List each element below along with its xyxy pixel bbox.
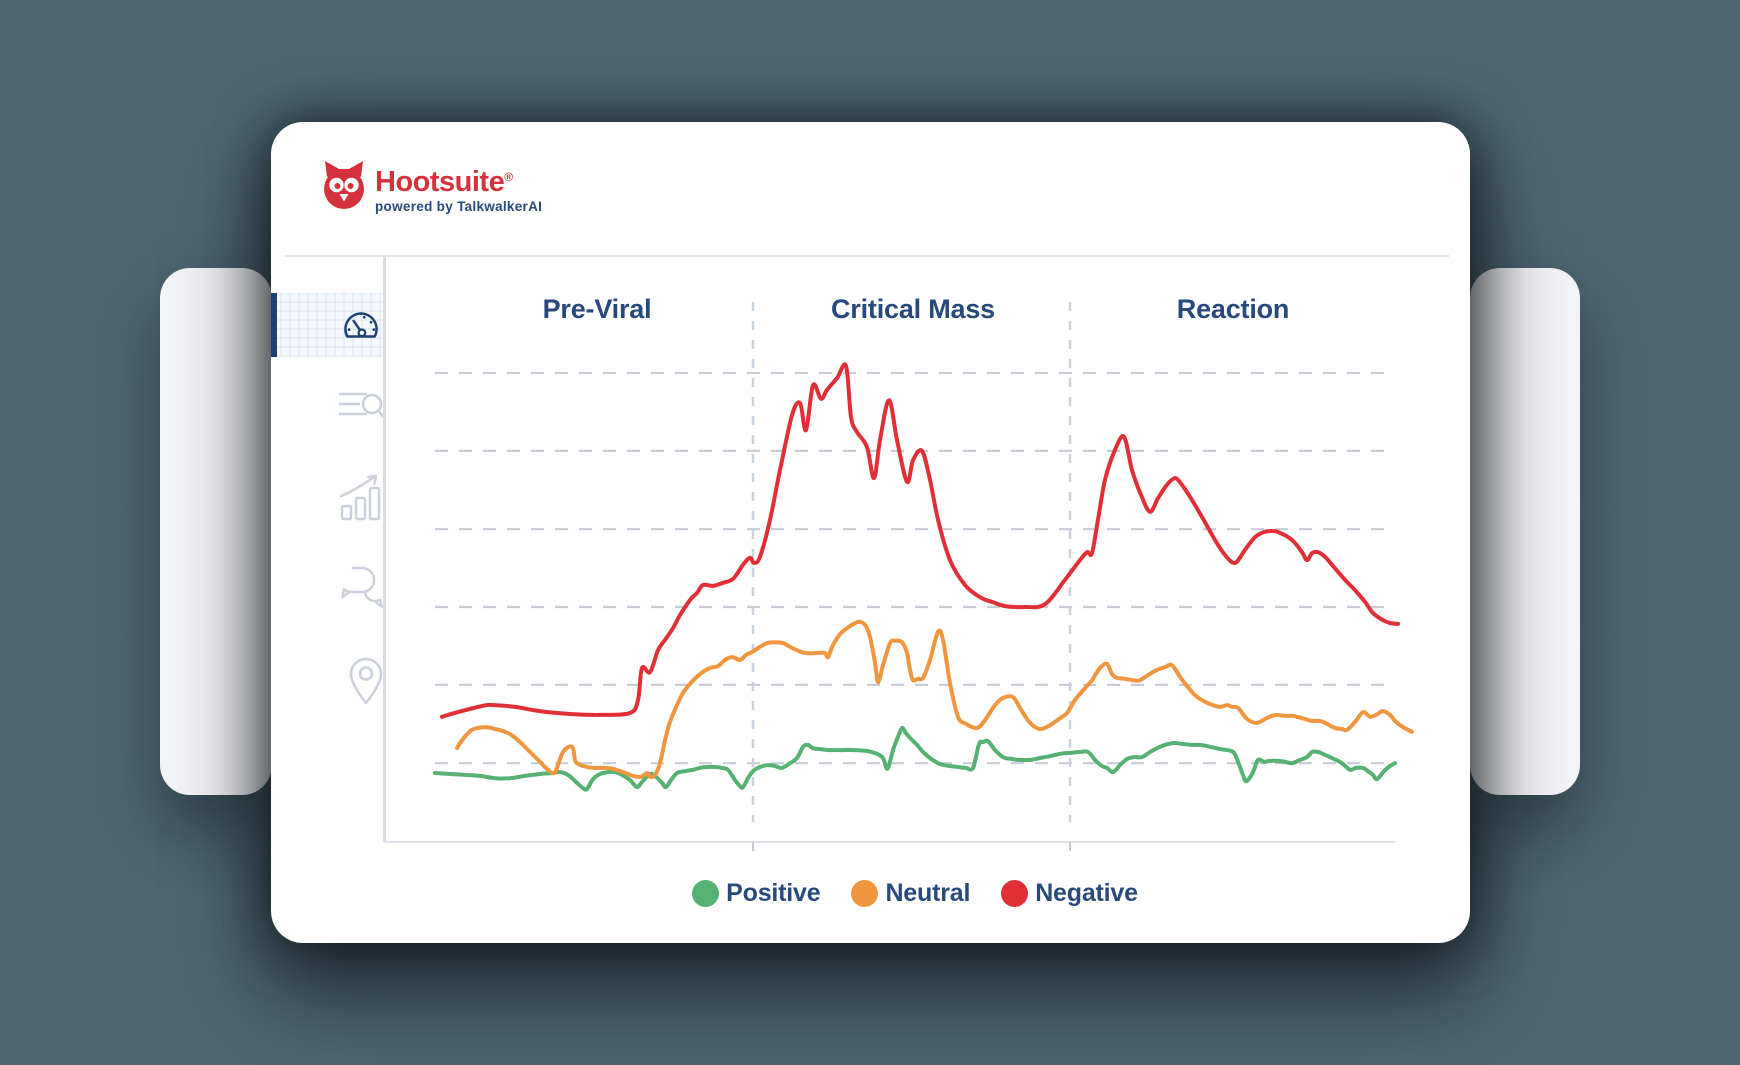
neutral-dot-icon xyxy=(851,880,879,907)
sidebar-separator xyxy=(384,256,386,843)
hootsuite-logo: Hootsuite® powered by TalkwalkerAI xyxy=(321,156,542,214)
bar-chart-trend-icon xyxy=(339,474,380,521)
sidebar-active-highlight xyxy=(271,293,383,357)
hootsuite-owl-icon xyxy=(324,161,364,209)
phase-label-critical-mass: Critical Mass xyxy=(831,294,995,324)
legend-item-negative[interactable]: Negative xyxy=(1001,879,1138,908)
sidebar-item-messages[interactable] xyxy=(305,566,416,610)
sidebar-item-analytics[interactable] xyxy=(305,474,416,522)
phase-label-reaction: Reaction xyxy=(1176,294,1290,324)
registered-mark: ® xyxy=(504,170,513,184)
gauge-dashboard-icon xyxy=(343,312,378,338)
sidebar-active-indicator xyxy=(271,293,277,357)
legend-label: Neutral xyxy=(885,879,971,907)
sidebar-item-search[interactable] xyxy=(305,387,416,427)
logo-text: Hootsuite® powered by TalkwalkerAI xyxy=(375,156,542,214)
legend-item-positive[interactable]: Positive xyxy=(692,879,821,908)
positive-dot-icon xyxy=(692,880,720,907)
list-search-icon xyxy=(338,392,384,418)
chat-bubbles-icon xyxy=(340,566,383,608)
phase-label-pre-viral: Pre-Viral xyxy=(542,294,652,324)
sidebar-item-location[interactable] xyxy=(310,657,421,705)
chart-legend: Positive Neutral Negative xyxy=(415,879,1415,908)
header-divider xyxy=(285,255,1449,257)
legend-label: Positive xyxy=(726,879,821,907)
logo-tagline: powered by TalkwalkerAI xyxy=(375,199,543,214)
legend-label: Negative xyxy=(1035,879,1138,907)
background-panel-right xyxy=(1470,268,1580,795)
sidebar-item-dashboard[interactable] xyxy=(305,303,416,347)
sentiment-line-chart xyxy=(383,256,1414,851)
negative-dot-icon xyxy=(1001,880,1029,907)
brand-name: Hootsuite® xyxy=(375,166,513,198)
location-pin-icon xyxy=(349,657,382,705)
dashboard-card: Hootsuite® powered by TalkwalkerAI xyxy=(271,122,1470,943)
background-panel-left xyxy=(160,268,272,795)
legend-item-neutral[interactable]: Neutral xyxy=(851,879,970,908)
